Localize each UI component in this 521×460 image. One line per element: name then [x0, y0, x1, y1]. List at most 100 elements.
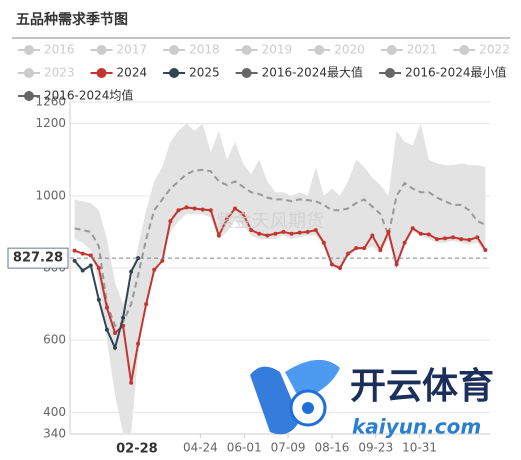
data-point: [144, 302, 149, 307]
pointer-y-label: 827.28: [13, 251, 63, 266]
legend-icon-dot: [24, 45, 34, 55]
x-tick-label: 07-09: [271, 441, 306, 455]
data-point: [192, 206, 197, 211]
legend-item[interactable]: 2020: [308, 43, 365, 57]
legend-icon-dot: [169, 68, 180, 78]
data-point: [233, 206, 237, 211]
data-point: [241, 211, 246, 216]
data-point: [354, 246, 359, 251]
data-point: [152, 267, 157, 272]
legend-item[interactable]: 2023: [18, 66, 75, 80]
data-point: [346, 251, 351, 256]
data-point: [459, 237, 464, 242]
data-point: [80, 268, 85, 273]
legend-item[interactable]: 2016-2024最大值: [235, 65, 363, 80]
data-point: [265, 233, 270, 238]
data-point: [475, 235, 480, 240]
data-point: [426, 232, 431, 237]
y-tick-label: 1260: [35, 95, 66, 109]
data-point: [410, 226, 415, 231]
data-point: [184, 205, 189, 210]
legend-item[interactable]: 2021: [380, 43, 438, 57]
x-tick-label: 08-16: [314, 441, 349, 455]
logo-url: kaiyun.com: [352, 415, 481, 439]
legend-item[interactable]: 2024: [90, 66, 148, 80]
plot-area: 34040060080010001200126004-2406-0107-090…: [7, 95, 490, 459]
data-point: [104, 327, 109, 332]
legend-icon-dot: [169, 45, 180, 55]
x-tick-label: 09-23: [358, 441, 393, 455]
legend-item[interactable]: 2016-2024最小值: [379, 65, 506, 80]
legend: 2016 2017 2018 2019 2020 2021 2022 2023 2024 2025…: [18, 43, 510, 103]
legend-item[interactable]: 2018: [163, 43, 220, 57]
data-point: [113, 330, 117, 335]
legend-label: 2018: [189, 43, 220, 57]
data-point: [72, 248, 77, 253]
data-point: [483, 247, 488, 252]
data-point: [88, 253, 93, 258]
data-point: [168, 219, 173, 224]
legend-item[interactable]: 2016: [18, 43, 75, 57]
legend-label: 2016: [44, 43, 75, 57]
data-point: [104, 305, 109, 310]
legend-icon-dot: [385, 68, 396, 78]
data-point: [313, 228, 318, 233]
data-point: [216, 233, 221, 238]
data-point: [129, 380, 134, 385]
data-point: [329, 262, 334, 267]
legend-label: 2017: [117, 43, 148, 57]
data-point: [370, 233, 375, 238]
chart-title: 五品种需求季节图: [16, 11, 128, 28]
data-point: [321, 240, 326, 245]
legend-item[interactable]: 2016-2024均值: [18, 88, 133, 103]
data-point: [249, 228, 254, 233]
legend-icon-dot: [314, 45, 325, 55]
legend-label: 2016-2024均值: [44, 88, 133, 103]
legend-item[interactable]: 2019: [235, 43, 293, 57]
logo: [250, 359, 340, 435]
legend-label: 2019: [262, 43, 293, 57]
legend-item[interactable]: 2025: [163, 66, 220, 80]
data-point: [80, 251, 85, 256]
data-point: [72, 258, 77, 263]
data-point: [443, 236, 447, 241]
data-point: [96, 266, 101, 270]
legend-icon-dot: [386, 45, 397, 55]
legend-label: 2016-2024最小值: [405, 65, 506, 80]
data-point: [257, 231, 262, 236]
legend-icon-dot: [24, 68, 34, 78]
data-point: [281, 229, 286, 234]
data-point: [136, 256, 141, 261]
legend-label: 2022: [479, 43, 510, 57]
data-point: [96, 297, 101, 302]
series-line: [74, 168, 486, 328]
data-point: [386, 229, 391, 234]
data-point: [418, 231, 423, 236]
data-point: [305, 229, 310, 234]
data-point: [129, 269, 134, 274]
legend-icon-dot: [24, 91, 34, 101]
legend-label: 2025: [189, 66, 220, 80]
series-line: [74, 206, 487, 383]
legend-icon-dot: [241, 45, 252, 55]
data-point: [394, 262, 399, 267]
data-point: [136, 341, 141, 346]
minmax-band: [74, 123, 486, 435]
y-tick-label: 600: [43, 333, 66, 347]
y-tick-label: 1000: [35, 188, 66, 202]
data-point: [273, 231, 278, 236]
data-point: [113, 345, 117, 350]
data-point: [378, 247, 383, 252]
data-point: [402, 240, 407, 245]
x-tick-label: 04-24: [183, 441, 218, 455]
data-point: [362, 246, 367, 251]
data-point: [434, 237, 439, 242]
legend-item[interactable]: 2022: [453, 43, 510, 57]
legend-label: 2016-2024最大值: [262, 65, 363, 80]
legend-label: 2024: [117, 66, 148, 80]
y-tick-label: 340: [43, 427, 66, 441]
data-point: [160, 258, 165, 263]
legend-item[interactable]: 2017: [90, 43, 148, 57]
data-point: [289, 231, 294, 236]
